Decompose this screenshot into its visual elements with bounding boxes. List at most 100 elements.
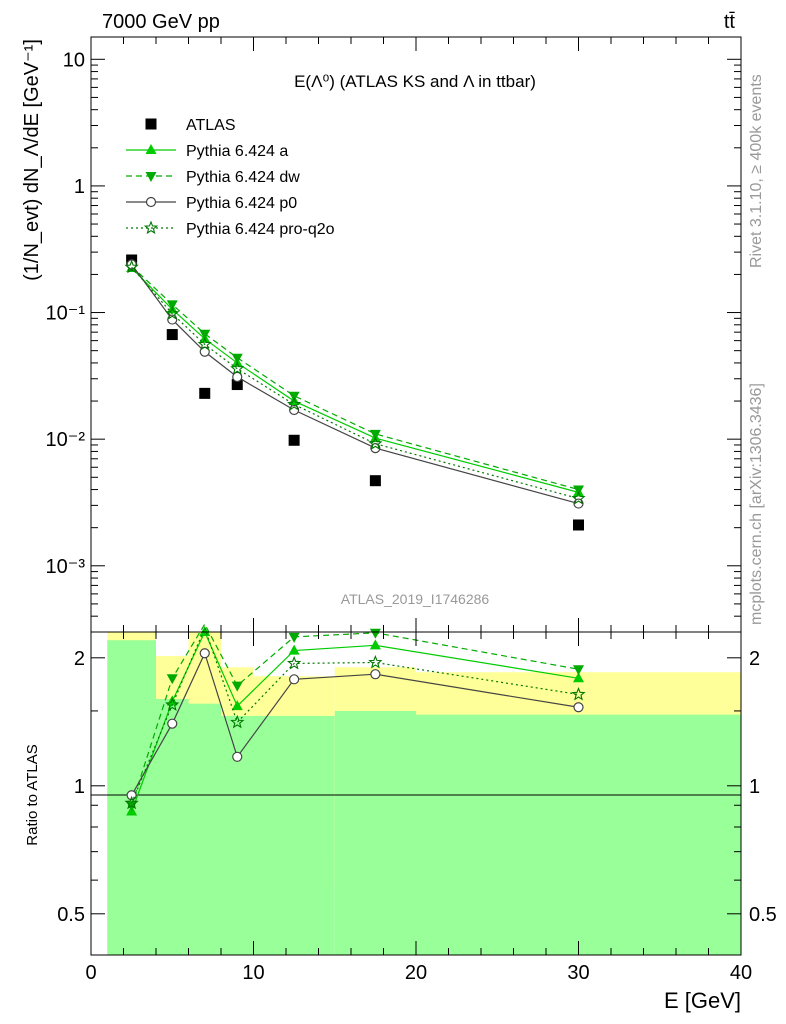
main-y-tick-label: 10 — [63, 49, 85, 71]
data-point-shape — [573, 485, 584, 496]
data-point-shape — [288, 391, 300, 402]
legend: ATLAS Pythia 6.424 a Pythia 6.424 dw Pythia… — [126, 117, 335, 238]
ratio-point — [167, 718, 178, 729]
ratio-y-tick-label-right: 0.5 — [749, 904, 777, 926]
x-tick-label: 20 — [405, 962, 427, 984]
legend-marker — [145, 118, 157, 130]
ratio-point — [369, 639, 381, 650]
series-line-pythia-6.424-pro-q2o — [131, 266, 579, 500]
data-point — [199, 329, 211, 340]
data-point-shape — [231, 379, 243, 391]
ratio-uncertainty-bands — [107, 632, 741, 955]
legend-marker-shape — [145, 118, 157, 130]
ratio-point — [231, 700, 243, 711]
main-y-ticks: 10⁻³ 10⁻² 10⁻¹ 1 10 — [46, 49, 741, 633]
legend-marker-shape — [143, 220, 159, 235]
legend-marker-shape — [145, 172, 157, 182]
ratio-point — [288, 632, 300, 643]
data-point — [286, 396, 302, 411]
data-point — [573, 485, 584, 496]
ratio-point — [368, 654, 383, 669]
legend-label: Pythia 6.424 a — [186, 143, 288, 160]
ratio-point-shape — [231, 700, 243, 711]
data-point — [197, 336, 212, 351]
x-tick-label: 30 — [567, 962, 589, 984]
ratio-point-shape — [369, 639, 381, 650]
data-point — [289, 404, 300, 416]
data-point — [199, 387, 211, 399]
ratio-point — [573, 672, 584, 683]
data-point-shape — [573, 519, 584, 531]
ratio-point-shape — [231, 681, 243, 692]
data-point-shape — [166, 300, 178, 311]
data-point-shape — [369, 429, 381, 440]
data-point — [571, 490, 586, 505]
data-point — [165, 306, 180, 320]
green-band-bin — [253, 715, 335, 955]
x-tick-label: 10 — [242, 962, 264, 984]
data-point-shape — [124, 259, 139, 274]
legend-label: Pythia 6.424 dw — [186, 169, 300, 186]
series-line-pythia-6.424-dw — [131, 265, 579, 491]
data-point-shape — [199, 329, 211, 340]
main-y-axis-label: (1/N_evt) dN_Λ/dE [GeV⁻¹] — [21, 39, 43, 281]
ratio-point-shape — [167, 718, 178, 729]
data-point — [573, 498, 584, 509]
main-x-ticks — [90, 37, 742, 632]
ratio-point-shape — [573, 665, 584, 676]
chart-title: E(Λ⁰) (ATLAS KS and Λ in ttbar) — [294, 72, 536, 91]
data-point — [230, 361, 245, 375]
green-band-bin — [416, 714, 741, 955]
ratio-point-shape — [369, 628, 381, 639]
ratio-y-tick-label-right: 1 — [749, 776, 760, 798]
data-point-shape — [571, 490, 586, 505]
data-point-shape — [289, 404, 300, 416]
rivet-label: Rivet 3.1.10, ≥ 400k events — [748, 74, 765, 268]
ratio-point-shape — [573, 672, 584, 683]
main-data-marks — [124, 254, 586, 531]
ratio-point — [288, 644, 300, 655]
ratio-point — [369, 628, 381, 639]
ratio-point — [230, 714, 245, 729]
ratio-point — [573, 702, 584, 713]
ratio-data-marks — [124, 622, 586, 816]
ratio-point — [165, 697, 180, 711]
series-line-pythia-6.424-a — [131, 267, 579, 493]
data-point — [166, 300, 178, 311]
ratio-point — [199, 648, 210, 659]
data-point-shape — [232, 371, 243, 383]
legend-label: Pythia 6.424 p0 — [186, 195, 297, 212]
data-point-shape — [573, 498, 584, 509]
analysis-watermark: ATLAS_2019_I1746286 — [341, 591, 490, 607]
legend-marker-shape — [145, 144, 157, 154]
data-point — [231, 379, 243, 391]
ratio-point-shape — [370, 669, 381, 680]
ratio-point — [199, 626, 211, 636]
green-band-bin — [156, 699, 189, 955]
ratio-point — [573, 665, 584, 676]
ratio-y-ticks: 0.5 0.5 1 1 2 2 — [57, 648, 777, 926]
ratio-x-ticks: 0 10 20 30 40 — [85, 632, 752, 984]
x-tick-label: 40 — [730, 962, 752, 984]
ratio-y-axis-label: Ratio to ATLAS — [24, 744, 41, 845]
ratio-point — [124, 795, 139, 810]
ratio-point-shape — [288, 632, 300, 643]
ratio-point-shape — [289, 674, 300, 685]
data-point-shape — [368, 436, 383, 450]
ratio-point — [232, 751, 243, 762]
legend-label: Pythia 6.424 pro-q2o — [186, 221, 335, 238]
ratio-point-shape — [199, 648, 210, 659]
data-point-shape — [286, 396, 302, 411]
data-point — [573, 519, 584, 531]
ratio-point — [571, 686, 586, 701]
data-point-shape — [231, 353, 243, 364]
green-band-bin — [334, 710, 416, 955]
ratio-point-shape — [368, 654, 383, 669]
data-point-shape — [165, 306, 180, 320]
ratio-y-tick-label-right: 2 — [749, 648, 760, 670]
main-y-tick-label: 10⁻² — [46, 429, 86, 451]
green-band-bin — [188, 703, 221, 955]
ratio-point-shape — [165, 697, 180, 711]
ratio-point — [286, 655, 302, 670]
